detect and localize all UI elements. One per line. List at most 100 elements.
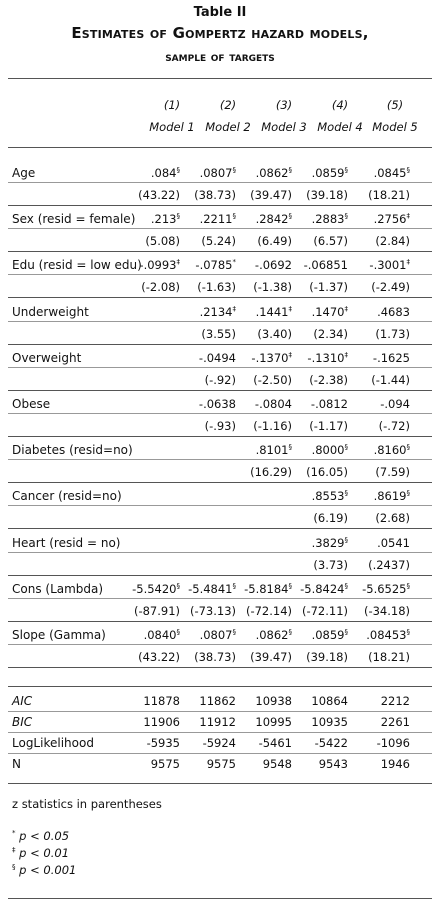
coef-cell: -.0812: [310, 397, 348, 411]
z-stat-cell: (39.18): [306, 188, 348, 202]
stat-value: -5461: [258, 736, 292, 750]
z-stat-cell: (-2.38): [309, 372, 348, 387]
header-rule: [8, 147, 432, 148]
stat-label: N: [12, 757, 21, 771]
coef-z-rule: [8, 505, 432, 507]
significance-note: * p < 0.05: [12, 829, 70, 843]
z-stat-cell: (2.84): [375, 234, 410, 249]
row-label: Underweight: [12, 304, 89, 319]
row-separator: [8, 620, 432, 622]
coef-cell: .0807§: [199, 628, 236, 642]
stat-rule: [8, 753, 432, 754]
coef-cell: .2756‡: [373, 212, 410, 227]
row-separator: [8, 297, 432, 299]
coef-cell: -.1310‡: [307, 350, 348, 365]
stat-value: 10995: [255, 715, 292, 729]
coef-cell: .084§: [150, 166, 180, 180]
stat-value: 11906: [143, 715, 180, 729]
coef-cell: .08453§: [366, 628, 410, 642]
column-header: Model 5: [372, 120, 418, 134]
significance-note: ‡ p < 0.01: [12, 846, 70, 860]
z-stat-cell: (5.08): [145, 234, 180, 249]
column-header: Model 2: [205, 120, 251, 134]
coef-z-rule: [8, 413, 432, 414]
coef-cell: .8160§: [373, 443, 410, 458]
coef-cell: -5.8184§: [244, 581, 292, 596]
coef-cell: -.0494: [198, 350, 236, 365]
table-subheading: sample of targets: [165, 49, 275, 65]
coef-cell: .0807§: [199, 166, 236, 180]
coef-cell: .2842§: [255, 212, 292, 227]
coef-cell: .0859§: [311, 166, 348, 180]
z-stat-cell: (16.05): [306, 465, 348, 480]
coef-cell: -.094: [380, 397, 410, 411]
z-stat-cell: (-72.11): [301, 603, 348, 618]
row-label: Overweight: [12, 350, 82, 365]
stat-value: 10864: [311, 694, 348, 708]
z-stat-cell: (2.68): [375, 511, 410, 526]
coef-z-rule: [8, 459, 432, 461]
stat-value: 1946: [380, 757, 410, 771]
z-stat-cell: (38.73): [194, 650, 236, 664]
row-separator: [8, 389, 432, 391]
stat-value: 2212: [380, 694, 410, 708]
stat-value: 9543: [318, 757, 348, 771]
z-stat-cell: (5.24): [201, 234, 236, 249]
row-separator: [8, 343, 432, 345]
coef-cell: .0840§: [143, 628, 180, 642]
coef-cell: .2211§: [199, 212, 236, 227]
stat-value: 9575: [150, 757, 180, 771]
z-stat-cell: (3.40): [257, 326, 292, 341]
table-bottom-rule: [8, 898, 432, 899]
significance-note: § p < 0.001: [12, 863, 77, 877]
coef-cell: -.3001‡: [369, 258, 410, 273]
z-stat-cell: (3.55): [201, 326, 236, 341]
z-stat-cell: (-1.37): [309, 280, 348, 295]
z-stat-cell: (39.47): [250, 650, 292, 664]
z-stat-cell: (43.22): [138, 650, 180, 664]
coef-cell: -.1370‡: [251, 350, 292, 365]
z-stat-cell: (18.21): [368, 650, 410, 664]
z-stat-cell: (38.73): [194, 188, 236, 202]
coef-cell: .8553§: [311, 489, 348, 504]
coef-cell: -.1625: [372, 350, 410, 365]
z-stat-cell: (1.73): [375, 326, 410, 341]
z-stat-cell: (-2.08): [141, 280, 180, 295]
stat-rule: [8, 711, 432, 712]
coef-cell: .1441‡: [255, 304, 292, 319]
z-stat-cell: (-72.14): [245, 603, 292, 618]
row-label: Obese: [12, 397, 51, 411]
row-label: Edu (resid = low edu): [12, 258, 142, 273]
z-stat-cell: (-1.38): [253, 280, 292, 295]
stat-value: 10938: [255, 694, 292, 708]
coef-cell: .2883§: [311, 212, 348, 227]
z-stat-cell: (2.34): [313, 326, 348, 341]
coef-z-rule: [8, 597, 432, 599]
row-separator: [8, 528, 432, 530]
stat-value: -5924: [202, 736, 236, 750]
stat-value: 9575: [206, 757, 236, 771]
coef-cell: -.0993‡: [139, 258, 180, 273]
z-stat-cell: (6.49): [257, 234, 292, 249]
coef-cell: .0862§: [255, 166, 292, 180]
coef-cell: .8000§: [311, 443, 348, 458]
coef-cell: -5.6525§: [362, 581, 410, 596]
coef-z-rule: [8, 644, 432, 645]
z-stat-cell: (-1.63): [197, 280, 236, 295]
z-stat-cell: (7.59): [375, 465, 410, 480]
row-separator: [8, 574, 432, 576]
stat-rule: [8, 732, 432, 733]
coef-cell: -5.8424§: [300, 581, 348, 596]
table-top-rule: [8, 78, 432, 79]
coef-cell: .1470‡: [311, 304, 348, 319]
coef-cell: -.0638: [198, 397, 236, 411]
coef-z-rule: [8, 551, 432, 553]
stats-bottom-rule: [8, 783, 432, 784]
row-label: Slope (Gamma): [12, 628, 106, 642]
coef-cell: .0541: [377, 535, 410, 550]
coef-z-rule: [8, 320, 432, 322]
coef-z-rule: [8, 366, 432, 368]
row-separator: [8, 667, 432, 668]
stat-value: 11862: [199, 694, 236, 708]
row-label: Age: [12, 166, 36, 180]
